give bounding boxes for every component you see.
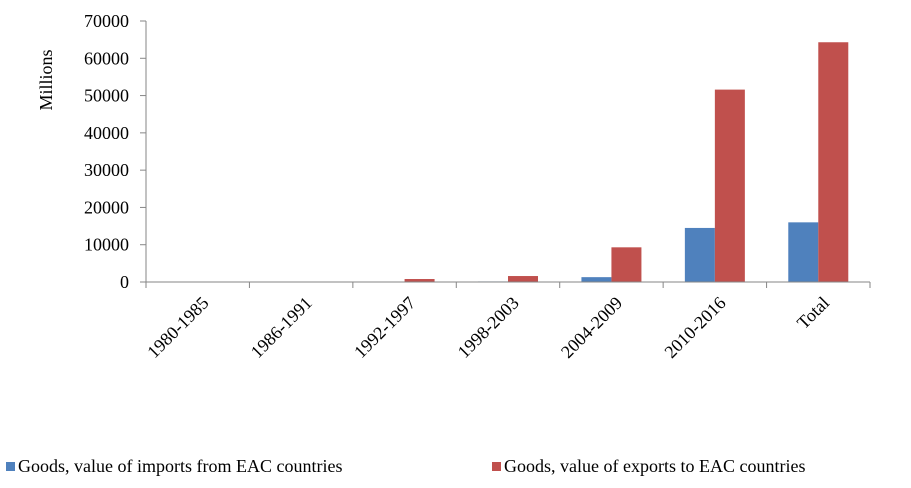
y-tick-label: 50000 — [84, 86, 129, 106]
bar-exports-Total — [818, 42, 849, 283]
axes — [145, 21, 870, 283]
legend-item-imports: Goods, value of imports from EAC countri… — [6, 456, 342, 477]
bar-imports-Total — [788, 222, 819, 282]
y-tick-label: 40000 — [84, 123, 129, 143]
x-axis-ticks: 1980-1985 1986-1991 1992-1997 1998-2003 2004… — [143, 282, 871, 362]
bar-imports-2004-2009 — [581, 277, 612, 282]
bar-exports-1992-1997 — [404, 279, 435, 282]
y-tick-label: 10000 — [84, 235, 129, 255]
x-tick-label: Total — [793, 293, 833, 333]
x-tick-label: 1986-1991 — [247, 293, 316, 362]
legend-swatch-exports — [492, 462, 501, 471]
legend-item-exports: Goods, value of exports to EAC countries — [492, 456, 805, 477]
y-tick-label: 0 — [120, 272, 129, 292]
x-tick-label: 2010-2016 — [660, 293, 729, 362]
bar-exports-2004-2009 — [611, 247, 642, 282]
x-tick-label: 1998-2003 — [454, 293, 523, 362]
y-tick-label: 30000 — [84, 160, 129, 180]
legend: Goods, value of imports from EAC countri… — [0, 456, 911, 484]
legend-label-exports: Goods, value of exports to EAC countries — [504, 456, 806, 476]
bar-exports-1998-2003 — [508, 276, 538, 282]
bars — [374, 42, 849, 283]
y-tick-label: 20000 — [84, 197, 129, 217]
bar-imports-2010-2016 — [684, 227, 715, 282]
y-tick-label: 70000 — [84, 11, 129, 31]
x-tick-label: 2004-2009 — [557, 293, 626, 362]
y-axis-ticks: 0 10000 20000 30000 40000 50000 60000 70000 — [84, 11, 146, 292]
legend-swatch-imports — [6, 462, 15, 471]
y-axis-label: Millions — [36, 49, 56, 110]
x-tick-label: 1992-1997 — [350, 293, 419, 362]
x-tick-label: 1980-1985 — [143, 293, 212, 362]
bar-exports-2010-2016 — [714, 89, 745, 282]
y-tick-label: 60000 — [84, 48, 129, 68]
legend-label-imports: Goods, value of imports from EAC countri… — [18, 456, 343, 476]
